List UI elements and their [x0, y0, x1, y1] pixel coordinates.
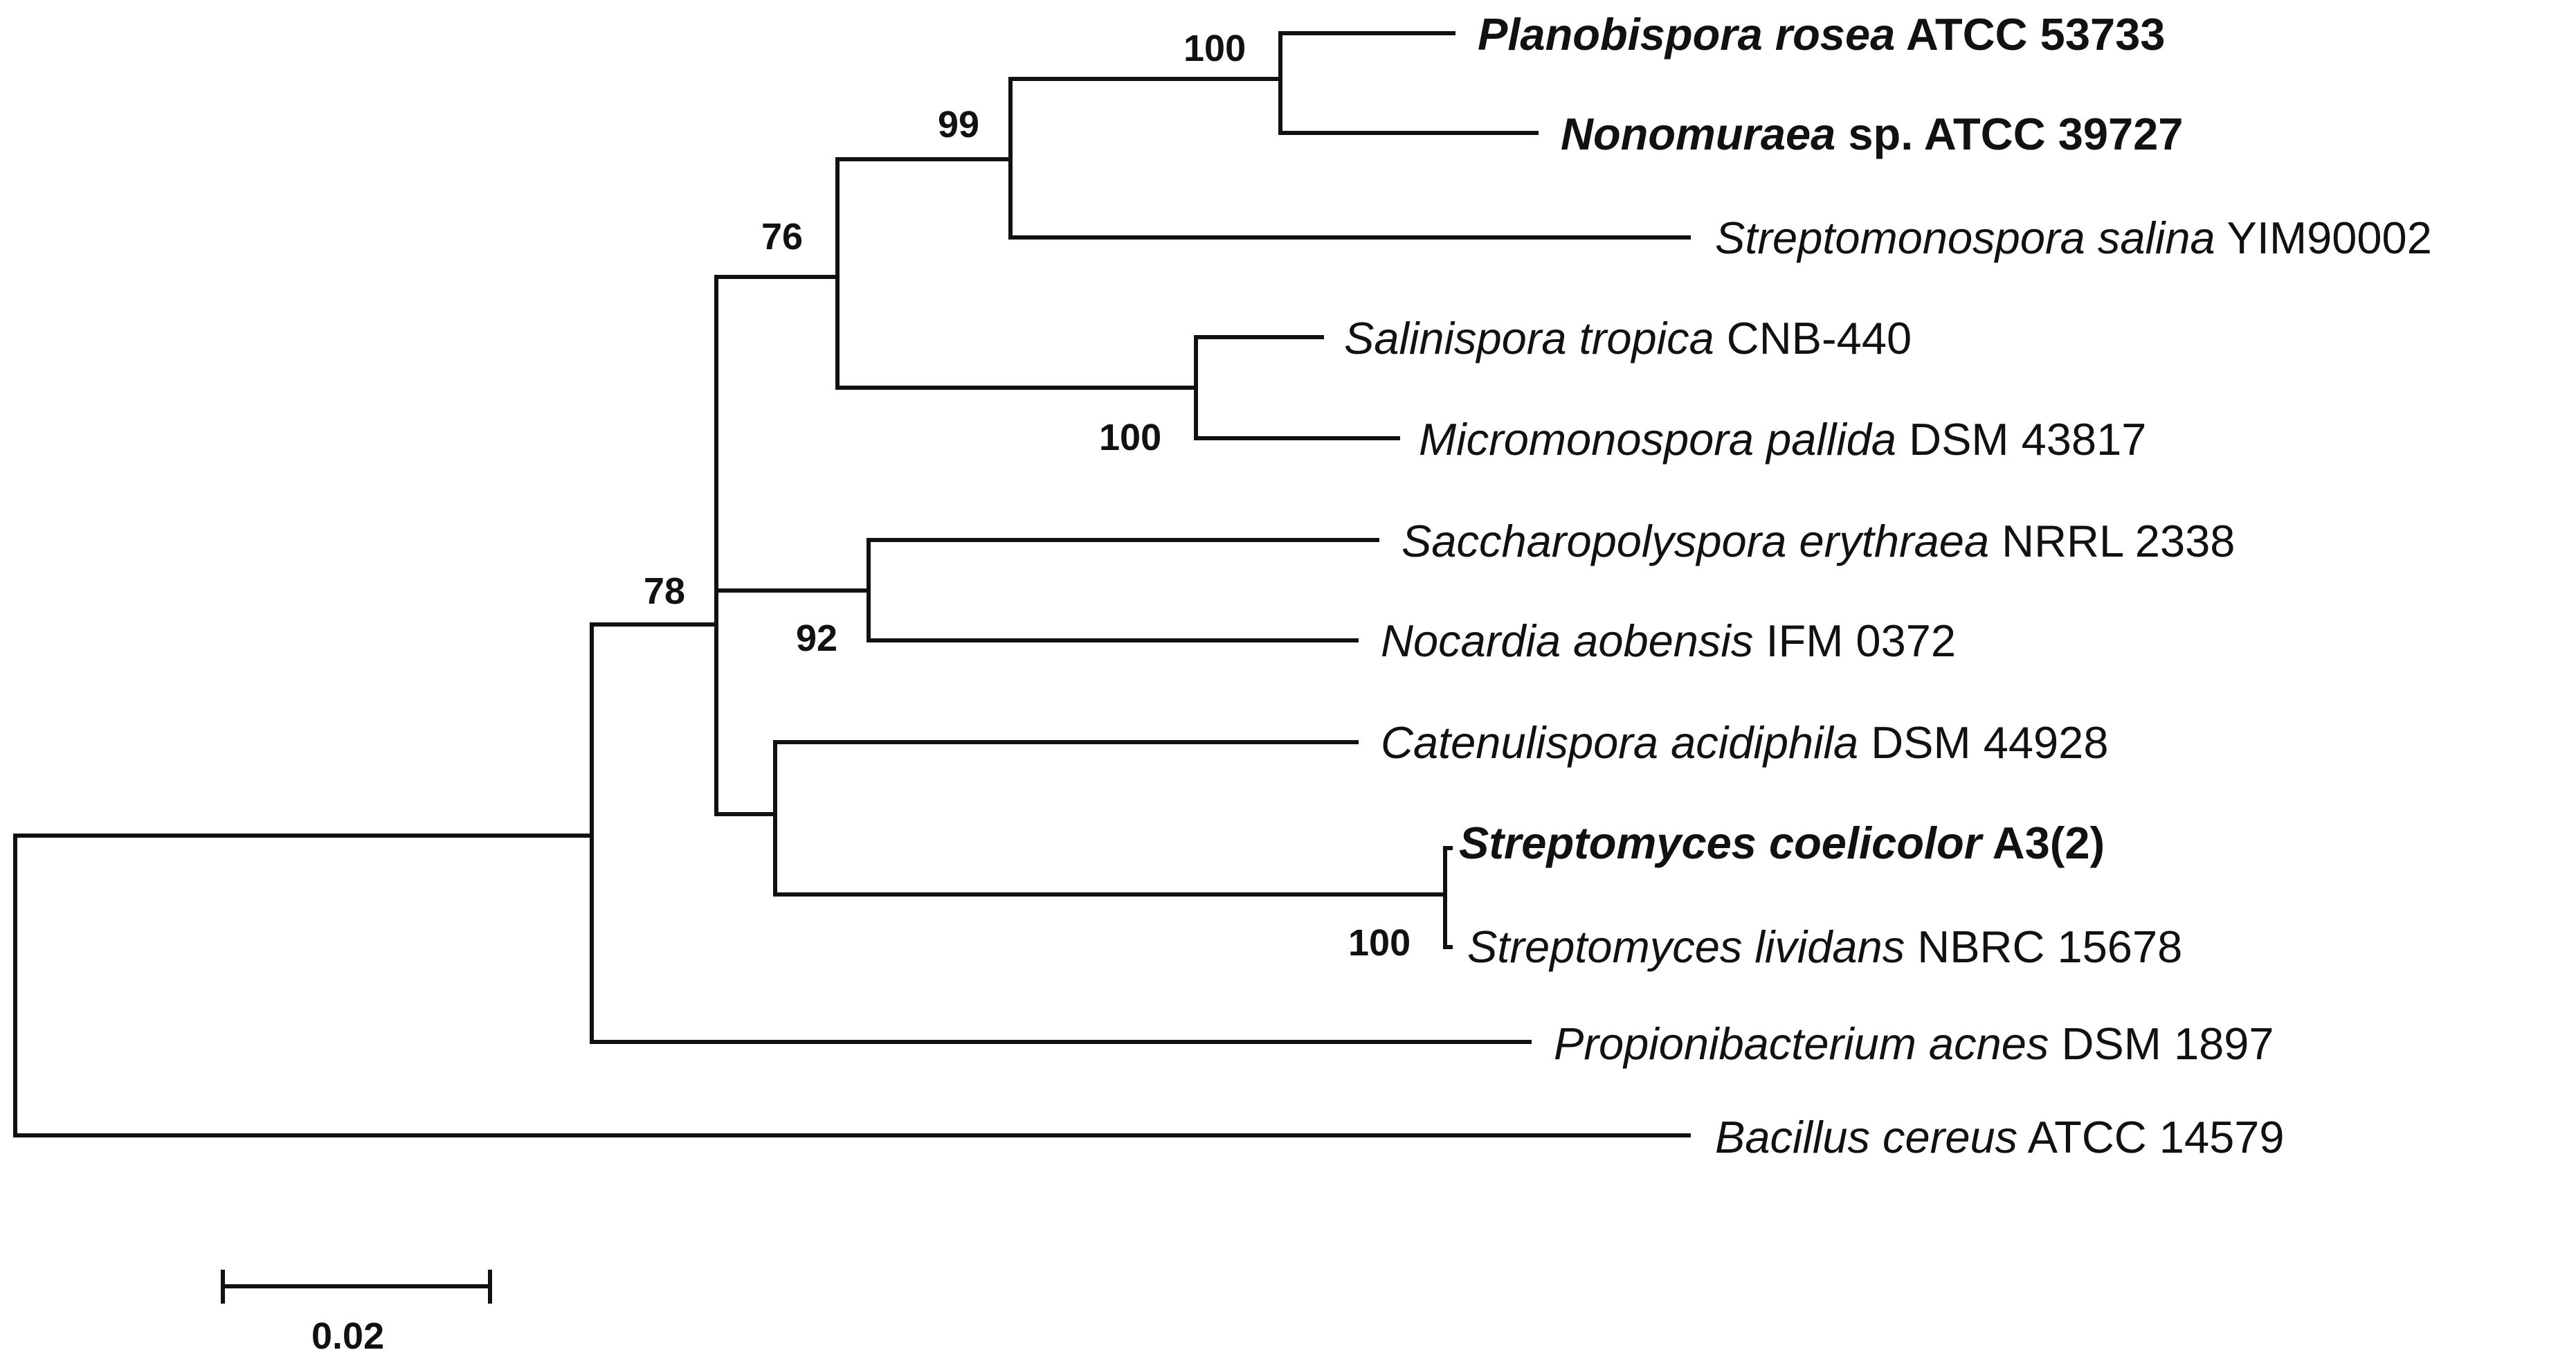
taxon-label-nocardia: Nocardia aobensis IFM 0372 [1381, 615, 1956, 666]
bootstrap-upper-clade: 76 [761, 216, 803, 258]
bootstrap-salinispora-micromonospora: 100 [1099, 417, 1161, 458]
taxon-label-nonomuraea: Nonomuraea sp. ATCC 39727 [1561, 109, 2183, 159]
taxon-label-micromonospora: Micromonospora pallida DSM 43817 [1419, 414, 2146, 465]
taxon-genus: Salinispora tropica [1344, 313, 1714, 363]
taxon-strain: NBRC 15678 [1917, 921, 2182, 972]
taxon-strain: A3(2) [1993, 818, 2105, 868]
taxon-genus: Nocardia aobensis [1381, 615, 1753, 666]
taxon-strain: DSM 1897 [2061, 1018, 2274, 1069]
taxon-label-salinispora: Salinispora tropica CNB-440 [1344, 313, 1912, 363]
scale-bar: 0.02 [221, 1270, 492, 1357]
taxon-label-saccharopolyspora: Saccharopolyspora erythraea NRRL 2338 [1402, 516, 2235, 566]
taxon-genus: Streptomonospora salina [1715, 213, 2215, 263]
taxon-label-streptomyces-coelicolor: Streptomyces coelicolor A3(2) [1459, 818, 2105, 868]
taxon-genus: Streptomyces lividans [1467, 921, 1905, 972]
taxon-genus: Streptomyces coelicolor [1459, 818, 1984, 868]
bootstrap-actinobacteria: 78 [644, 570, 685, 612]
taxon-label-propionibacterium: Propionibacterium acnes DSM 1897 [1554, 1018, 2274, 1069]
taxon-strain: CNB-440 [1727, 313, 1912, 363]
taxon-genus: Planobispora rosea [1478, 9, 1895, 60]
bootstrap-streptomonospora-clade: 99 [938, 104, 979, 145]
scale-bar-label: 0.02 [311, 1315, 384, 1357]
taxon-strain: YIM90002 [2227, 213, 2432, 263]
bootstrap-saccharopolyspora-nocardia: 92 [796, 618, 837, 659]
taxon-strain: DSM 44928 [1871, 717, 2108, 768]
taxon-strain: DSM 43817 [1909, 414, 2146, 465]
taxon-strain: sp. ATCC 39727 [1848, 109, 2183, 159]
taxon-strain: NRRL 2338 [2002, 516, 2235, 566]
taxon-label-streptomonospora: Streptomonospora salina YIM90002 [1715, 213, 2432, 263]
taxon-genus: Bacillus cereus [1715, 1112, 2017, 1162]
bootstrap-planobispora-nonomuraea: 100 [1183, 28, 1246, 69]
taxon-labels: Planobispora rosea ATCC 53733 Nonomuraea… [1344, 9, 2432, 1162]
taxon-genus: Micromonospora pallida [1419, 414, 1896, 465]
taxon-strain: ATCC 14579 [2028, 1112, 2285, 1162]
taxon-genus: Saccharopolyspora erythraea [1402, 516, 1989, 566]
taxon-genus: Propionibacterium acnes [1554, 1018, 2049, 1069]
taxon-genus: Catenulispora acidiphila [1381, 717, 1858, 768]
taxon-label-bacillus: Bacillus cereus ATCC 14579 [1715, 1112, 2285, 1162]
taxon-strain: IFM 0372 [1766, 615, 1956, 666]
taxon-label-catenulispora: Catenulispora acidiphila DSM 44928 [1381, 717, 2108, 768]
bootstrap-streptomyces: 100 [1348, 922, 1411, 964]
tree-branches [13, 31, 1691, 1137]
taxon-label-streptomyces-lividans: Streptomyces lividans NBRC 15678 [1467, 921, 2182, 972]
bootstrap-values: 100 99 76 100 92 78 100 [644, 28, 1411, 964]
taxon-strain: ATCC 53733 [1906, 9, 2166, 60]
taxon-label-planobispora: Planobispora rosea ATCC 53733 [1478, 9, 2165, 60]
taxon-genus: Nonomuraea [1561, 109, 1835, 159]
